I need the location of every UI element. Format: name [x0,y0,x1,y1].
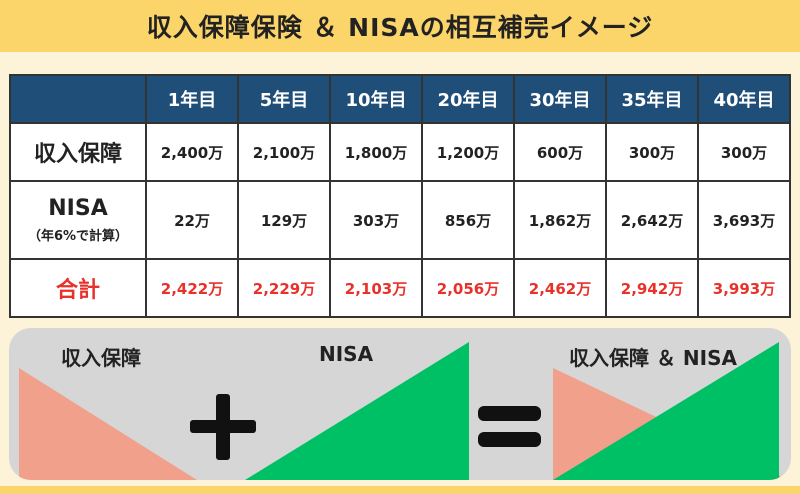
row-label-text: NISA [48,196,108,221]
table-cell: 2,642万 [605,180,699,260]
table-row-nisa: NISA （年6%で計算） 22万 129万 303万 856万 1,862万 … [9,180,791,260]
table-cell: 300万 [697,122,791,182]
row-label-text: 収入保障 [33,142,122,167]
nisa-increasing-triangle [245,342,469,480]
column-header: 5年目 [237,74,331,124]
table-row-total: 合計 2,422万 2,229万 2,103万 2,056万 2,462万 2,… [9,258,791,318]
table-cell: 3,993万 [697,258,791,318]
table-cell: 2,462万 [513,258,607,318]
table-cell: 22万 [145,180,239,260]
label-income: 収入保障 [61,346,141,370]
column-header: 10年目 [329,74,423,124]
table-cell: 1,800万 [329,122,423,182]
column-header: 30年目 [513,74,607,124]
equals-icon-top [478,406,541,421]
table-cell: 2,942万 [605,258,699,318]
row-label-nisa: NISA （年6%で計算） [9,180,147,260]
row-label-total: 合計 [9,258,147,318]
page-title: 収入保障保険 ＆ NISAの相互補完イメージ [146,13,654,42]
table-cell: 3,693万 [697,180,791,260]
table-cell: 2,056万 [421,258,515,318]
table-cell: 303万 [329,180,423,260]
column-header: 1年目 [145,74,239,124]
title-bar: 収入保障保険 ＆ NISAの相互補完イメージ [0,0,800,52]
header-corner [9,74,147,124]
table-cell: 2,103万 [329,258,423,318]
table-cell: 2,229万 [237,258,331,318]
header-row: 1年目 5年目 10年目 20年目 30年目 35年目 40年目 [9,74,791,124]
row-label-text: 合計 [55,278,100,303]
table-cell: 300万 [605,122,699,182]
plus-icon-vertical [216,394,230,460]
table-cell: 856万 [421,180,515,260]
bottom-strip [0,486,800,494]
row-label-income: 収入保障 [9,122,147,182]
concept-diagram-panel: 収入保障 NISA 収入保障 ＆ NISA [9,328,791,480]
label-nisa: NISA [319,342,374,366]
table-cell: 129万 [237,180,331,260]
table-row-income: 収入保障 2,400万 2,100万 1,800万 1,200万 600万 30… [9,122,791,182]
column-header: 35年目 [605,74,699,124]
table-cell: 600万 [513,122,607,182]
table-cell: 1,862万 [513,180,607,260]
table-cell: 1,200万 [421,122,515,182]
income-decreasing-triangle [19,368,197,480]
table-cell: 2,400万 [145,122,239,182]
table-cell: 2,422万 [145,258,239,318]
row-sublabel: （年6%で計算） [27,229,129,244]
column-header: 20年目 [421,74,515,124]
table-cell: 2,100万 [237,122,331,182]
column-header: 40年目 [697,74,791,124]
equals-icon-bottom [478,432,541,447]
concept-diagram [19,342,789,480]
comparison-table: 1年目 5年目 10年目 20年目 30年目 35年目 40年目 収入保障 2,… [9,74,791,318]
combined-nisa-triangle [553,342,779,480]
label-combined: 収入保障 ＆ NISA [569,346,737,370]
